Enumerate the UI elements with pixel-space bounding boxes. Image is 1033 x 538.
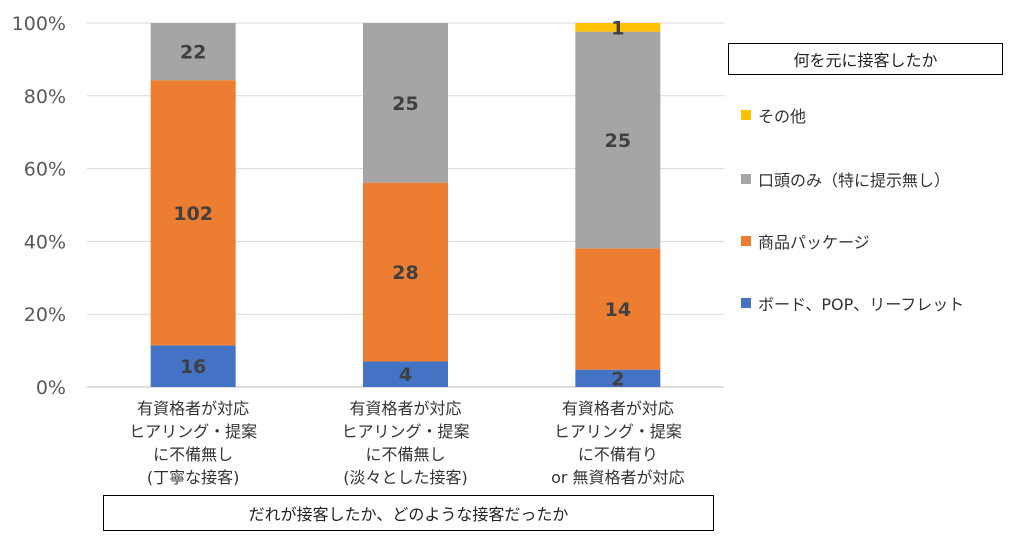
bar-segment (363, 23, 448, 183)
bar-segment (150, 345, 236, 387)
data-label: 1 (611, 17, 624, 39)
legend-item: 商品パッケージ (741, 230, 870, 252)
legend-swatch (741, 110, 751, 120)
bar-segment (150, 23, 236, 81)
bar-segment (575, 248, 661, 370)
data-label: 25 (392, 93, 418, 115)
y-tick-label: 20% (24, 304, 66, 326)
y-tick-label: 40% (24, 231, 66, 253)
data-label: 25 (605, 130, 631, 152)
y-axis-ticks: 0% 20% 40% 60% 80% 100% (12, 13, 66, 399)
y-tick-label: 80% (24, 86, 66, 108)
legend-item: 口頭のみ（特に提示無し） (741, 168, 950, 190)
x-category-label: 有資格者が対応ヒアリング・提案に不備有り or 無資格者が対応 (551, 399, 684, 487)
bar-segment (150, 80, 236, 346)
bar-segment (575, 23, 661, 32)
bar-segment (575, 369, 661, 387)
y-tick-label: 0% (36, 377, 66, 399)
x-axis-title: だれが接客したか、どのような接客だったか (103, 495, 714, 531)
legend-label: ボード、POP、リーフレット (758, 295, 965, 314)
legend-label: その他 (758, 107, 807, 126)
legend-label: 口頭のみ（特に提示無し） (758, 171, 951, 190)
data-label: 16 (180, 356, 206, 378)
data-label: 102 (173, 203, 213, 225)
legend-title: 何を元に接客したか (728, 43, 1003, 75)
data-label: 4 (399, 364, 412, 386)
x-axis-categories: 有資格者が対応ヒアリング・提案に不備無し(丁寧な接客) 有資格者が対応ヒアリング・… (129, 399, 684, 487)
x-category-label: 有資格者が対応ヒアリング・提案に不備無し(丁寧な接客) (129, 399, 257, 487)
data-label: 28 (392, 262, 418, 284)
y-tick-label: 100% (12, 13, 66, 35)
legend-swatch (741, 174, 751, 184)
legend-item: その他 (741, 104, 806, 126)
bar-segment (363, 182, 448, 362)
bars: 16 102 22 4 28 25 2 14 25 1 (150, 17, 661, 390)
data-label: 14 (605, 299, 631, 321)
bar-segment (575, 31, 661, 249)
legend-label: 商品パッケージ (758, 233, 870, 252)
bar-segment (363, 361, 448, 387)
legend-swatch (741, 298, 751, 308)
y-tick-label: 60% (24, 159, 66, 181)
data-label: 2 (611, 368, 624, 390)
x-category-label: 有資格者が対応ヒアリング・提案に不備無し(淡々とした接客) (341, 399, 469, 487)
data-label: 22 (180, 42, 206, 64)
legend-swatch (741, 236, 751, 246)
legend-item: ボード、POP、リーフレット (741, 292, 964, 314)
